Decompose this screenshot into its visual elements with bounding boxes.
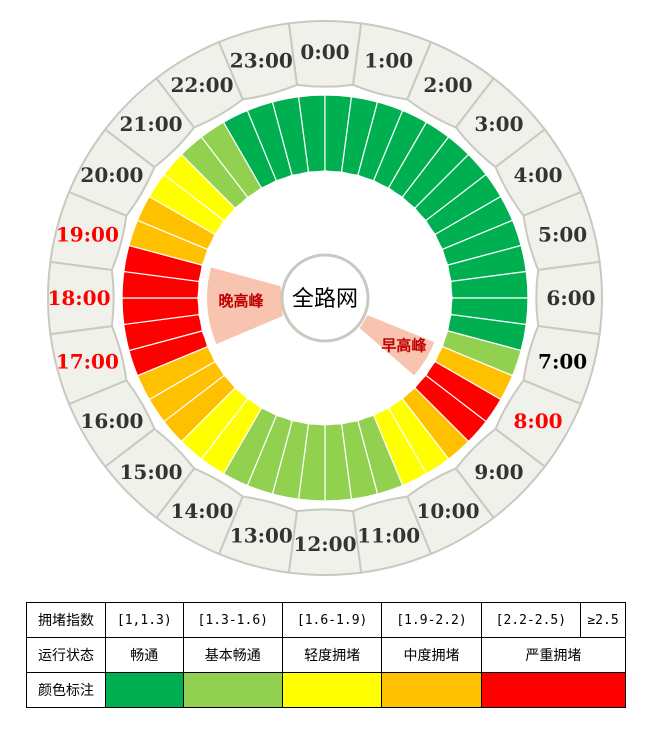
hour-label: 21:00	[120, 112, 183, 136]
legend-swatch-5	[480, 672, 627, 708]
hour-label: 1:00	[364, 48, 413, 72]
hour-label: 16:00	[80, 409, 143, 433]
legend-state-1: 畅通	[105, 637, 184, 673]
hour-label: 2:00	[423, 73, 472, 97]
hour-labels: 0:00 1:00 2:003:00 4:00 5:00 6:00 7:00 8:00 9:00…	[47, 40, 595, 556]
hour-label: 22:00	[170, 73, 233, 97]
legend-header-state: 运行状态	[26, 637, 106, 673]
legend-header-color: 颜色标注	[26, 672, 106, 708]
center-label: 全路网	[292, 287, 358, 312]
hour-label: 11:00	[357, 524, 420, 548]
morning-peak-label: 早高峰	[381, 336, 427, 354]
hour-label: 8:00	[513, 409, 562, 433]
hour-label: 0:00	[300, 40, 349, 64]
hour-label: 4:00	[513, 163, 562, 187]
hour-sector	[217, 22, 299, 101]
hour-label: 19:00	[56, 222, 119, 246]
legend-row-index: 拥堵指数 [1,1.3) [1.3-1.6) [1.6-1.9) [1.9-2.…	[26, 602, 626, 638]
legend-row-color: 颜色标注	[26, 672, 627, 708]
hour-label: 15:00	[120, 460, 183, 484]
congestion-segment	[271, 96, 310, 176]
hour-label: 9:00	[474, 460, 523, 484]
hour-label: 13:00	[230, 524, 293, 548]
legend-table: 拥堵指数 [1,1.3) [1.3-1.6) [1.6-1.9) [1.9-2.…	[26, 602, 627, 708]
legend-range-1: [1,1.3)	[105, 602, 184, 638]
legend-header-index: 拥堵指数	[26, 602, 106, 638]
hour-label: 23:00	[230, 48, 293, 72]
legend-range-6: ≥2.5	[580, 602, 626, 638]
hour-label: 12:00	[293, 532, 356, 556]
legend-range-4: [1.9-2.2)	[381, 602, 482, 638]
hour-label: 14:00	[170, 499, 233, 523]
hour-label: 18:00	[47, 286, 110, 310]
legend-state-3: 轻度拥堵	[281, 637, 383, 673]
legend-state-2: 基本畅通	[182, 637, 283, 673]
legend-state-5: 严重拥堵	[480, 637, 627, 673]
morning-peak-wedge	[359, 315, 435, 376]
legend-range-5: [2.2-2.5)	[480, 602, 582, 638]
hour-label-ring	[47, 20, 603, 576]
legend-row-state: 运行状态 畅通 基本畅通 轻度拥堵 中度拥堵 严重拥堵	[26, 637, 627, 673]
congestion-segments	[121, 94, 529, 502]
legend-swatch-3	[281, 672, 383, 708]
hour-label: 17:00	[56, 350, 119, 374]
hour-label: 5:00	[538, 222, 587, 246]
hour-label: 10:00	[416, 499, 479, 523]
legend-swatch-1	[105, 672, 184, 708]
hour-label: 20:00	[80, 163, 143, 187]
legend-range-3: [1.6-1.9)	[281, 602, 383, 638]
hour-label: 3:00	[474, 112, 523, 136]
hour-label: 6:00	[546, 286, 595, 310]
hour-label: 7:00	[538, 350, 587, 374]
center-hub	[280, 253, 370, 343]
legend-state-4: 中度拥堵	[381, 637, 482, 673]
legend-swatch-2	[182, 672, 283, 708]
legend-range-2: [1.3-1.6)	[182, 602, 283, 638]
evening-peak-label: 晚高峰	[219, 292, 265, 310]
legend-swatch-4	[381, 672, 482, 708]
evening-peak-wedge	[206, 267, 283, 345]
